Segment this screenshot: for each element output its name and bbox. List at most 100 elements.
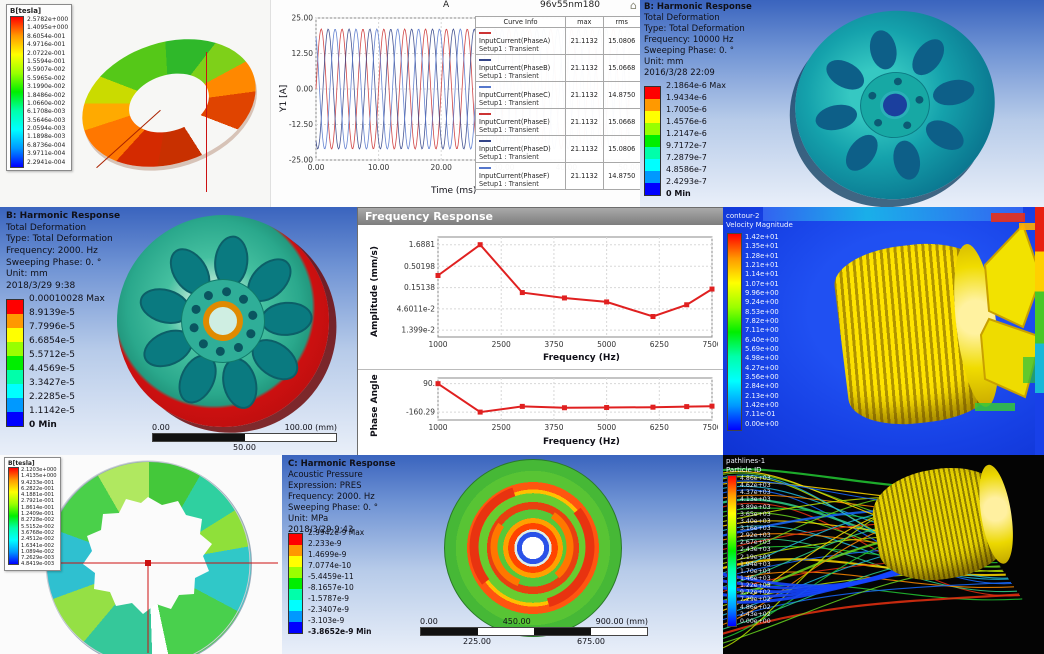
legend-value: 0.00010028 Max bbox=[29, 294, 105, 304]
legend-value: 2.19e+03 bbox=[740, 553, 771, 561]
result-info: B: Harmonic Response Total Deformation Ty… bbox=[6, 211, 120, 293]
curve-info-row: InputCurrent(PhaseA) Setup1 : Transient 2… bbox=[474, 27, 641, 55]
curve-setup: Setup1 : Transient bbox=[479, 99, 539, 107]
legend-values: 4.86e+03 4.62e+03 4.37e+03 4.13e+03 3.89e+03… bbox=[740, 475, 771, 627]
gear-face bbox=[973, 462, 1019, 566]
curve-setup: Setup1 : Transient bbox=[479, 45, 539, 53]
curve-info-row: InputCurrent(PhaseF) Setup1 : Transient 2… bbox=[474, 162, 641, 190]
panel-harmonic-10000: B: Harmonic Response Total Deformation Ty… bbox=[640, 0, 1044, 207]
amplitude-axis-label: Amplitude (mm/s) bbox=[370, 246, 380, 337]
legend-value: 4.13e+03 bbox=[740, 496, 771, 504]
svg-text:0.50198: 0.50198 bbox=[404, 262, 435, 271]
curve-name-cell: InputCurrent(PhaseD) Setup1 : Transient bbox=[474, 135, 567, 163]
svg-text:0.00: 0.00 bbox=[296, 85, 313, 94]
flux-legend-title: B[tesla] bbox=[8, 460, 35, 467]
ruler-cell bbox=[478, 628, 535, 635]
result-info-line: Total Deformation bbox=[6, 222, 87, 233]
legend-value: 0.00e+00 bbox=[740, 617, 771, 625]
legend-values: 2.9942e-9 Max 2.233e-9 1.4699e-9 7.0774e-10… bbox=[308, 528, 371, 638]
legend-value: 5.69e+00 bbox=[745, 344, 779, 353]
phase-axis-label: Phase Angle bbox=[370, 374, 380, 437]
ruler-cell bbox=[591, 628, 648, 635]
svg-text:3750: 3750 bbox=[544, 340, 563, 349]
ruler-q1: 225.00 bbox=[463, 637, 491, 646]
curve-name-cell: InputCurrent(PhaseF) Setup1 : Transient bbox=[474, 162, 567, 190]
panel-flux-torus: B[tesla] 2.5782e+000 1.4095e+000 8.6054e-0… bbox=[0, 0, 270, 207]
legend-value: 5.5965e-002 bbox=[27, 74, 66, 82]
gear-3d bbox=[867, 459, 1019, 589]
legend-value: 0 Min bbox=[666, 189, 691, 198]
result-info-line: Sweeping Phase: 0. ° bbox=[644, 46, 735, 57]
svg-text:7500: 7500 bbox=[702, 340, 718, 349]
legend-value: 1.0894e-002 bbox=[21, 548, 55, 555]
legend-value: 7.11e-01 bbox=[745, 410, 776, 419]
panel-flux-rotor: B[tesla] 2.1203e+000 1.4135e+000 9.4233e-0… bbox=[0, 455, 282, 654]
curve-color-swatch bbox=[479, 86, 491, 88]
legend-value: 2.0594e-003 bbox=[27, 125, 66, 133]
legend-value: 2.0722e-001 bbox=[27, 49, 66, 57]
curve-rms: 15.0668 bbox=[602, 108, 641, 136]
legend-value: 1.35e+01 bbox=[745, 242, 779, 251]
legend-value: 4.4569e-5 bbox=[29, 364, 76, 374]
acoustic-legend: 2.9942e-9 Max 2.233e-9 1.4699e-9 7.0774e-10… bbox=[288, 528, 371, 638]
flux-legend: B[tesla] 2.1203e+000 1.4135e+000 9.4233e-0… bbox=[4, 457, 61, 571]
legend-value: -3.103e-9 bbox=[308, 616, 345, 625]
col-max: max bbox=[565, 16, 604, 28]
result-info-line: Type: Total Deformation bbox=[644, 24, 745, 35]
svg-text:-12.50: -12.50 bbox=[289, 120, 313, 129]
legend-value: 2.4293e-7 bbox=[666, 177, 707, 186]
legend-value: 3.56e+00 bbox=[745, 372, 779, 381]
legend-value: 4.8419e-003 bbox=[21, 561, 55, 568]
legend-colorbar bbox=[288, 533, 303, 634]
legend-value: 1.2409e-001 bbox=[21, 511, 55, 518]
legend-value: 9.4233e-001 bbox=[21, 479, 55, 486]
legend-value: 9.24e+00 bbox=[745, 298, 779, 307]
window-titlebar[interactable]: Frequency Response bbox=[358, 208, 724, 225]
legend-value: -1.5787e-9 bbox=[308, 594, 350, 603]
legend-value: 1.22e+03 bbox=[740, 582, 771, 590]
wheel-3d bbox=[777, 0, 1013, 207]
legend-value: 2.43e+03 bbox=[740, 546, 771, 554]
legend-value: 1.1142e-5 bbox=[29, 406, 76, 416]
curve-name-cell: InputCurrent(PhaseC) Setup1 : Transient bbox=[474, 81, 567, 109]
home-icon[interactable]: ⌂ bbox=[630, 0, 637, 12]
curve-color-swatch bbox=[479, 140, 491, 142]
svg-text:1000: 1000 bbox=[428, 340, 447, 349]
curve-name-cell: InputCurrent(PhaseE) Setup1 : Transient bbox=[474, 108, 567, 136]
legend-value: 4.86e+02 bbox=[740, 603, 771, 611]
ruler-cell bbox=[421, 628, 478, 635]
rotor-contour-ring bbox=[46, 461, 252, 654]
legend-value: 0 Min bbox=[29, 420, 57, 430]
legend-colorbar bbox=[727, 475, 737, 627]
curve-info-row: InputCurrent(PhaseB) Setup1 : Transient 2… bbox=[474, 54, 641, 82]
legend-value: 1.4095e+000 bbox=[27, 24, 69, 32]
svg-text:0.00: 0.00 bbox=[308, 163, 325, 172]
ruler-max: 900.00 (mm) bbox=[595, 617, 648, 626]
curve-name: InputCurrent(PhaseB) bbox=[479, 64, 551, 72]
legend-value: 4.37e+03 bbox=[740, 489, 771, 497]
result-info-line: Frequency: 10000 Hz bbox=[644, 35, 734, 46]
result-info: B: Harmonic Response Total Deformation Ty… bbox=[644, 2, 752, 79]
legend-values: 0.00010028 Max 8.9139e-5 7.7996e-5 6.6854e-… bbox=[29, 294, 105, 434]
svg-text:90.: 90. bbox=[423, 379, 435, 388]
result-info-line: 2018/3/29 9:38 bbox=[6, 281, 76, 292]
legend-value: 2.233e-9 bbox=[308, 539, 342, 548]
legend-value: 1.46e+03 bbox=[740, 574, 771, 582]
result-info: C: Harmonic Response Acoustic Pressure Ex… bbox=[288, 459, 395, 536]
legend-value: -2.3407e-9 bbox=[308, 605, 350, 614]
legend-colorbar bbox=[644, 86, 661, 196]
legend-value: 3.40e+03 bbox=[740, 517, 771, 525]
legend-value: 3.65e+03 bbox=[740, 510, 771, 518]
legend-value: 9.5907e-002 bbox=[27, 66, 66, 74]
legend-value: 6.8736e-004 bbox=[27, 141, 66, 149]
legend-value: 6.1708e-003 bbox=[27, 108, 66, 116]
scale-ruler: 0.00 450.00 900.00 (mm) 225.00 675.00 bbox=[420, 617, 648, 646]
curve-setup: Setup1 : Transient bbox=[479, 126, 539, 134]
legend-value: 6.40e+00 bbox=[745, 335, 779, 344]
legend-value: 7.11e+00 bbox=[745, 326, 779, 335]
ruler-min: 0.00 bbox=[420, 617, 438, 626]
curve-color-swatch bbox=[479, 113, 491, 115]
curve-info-row: InputCurrent(PhaseD) Setup1 : Transient 2… bbox=[474, 135, 641, 163]
svg-text:7500: 7500 bbox=[702, 423, 718, 432]
legend-value: 8.2728e-002 bbox=[21, 517, 55, 524]
